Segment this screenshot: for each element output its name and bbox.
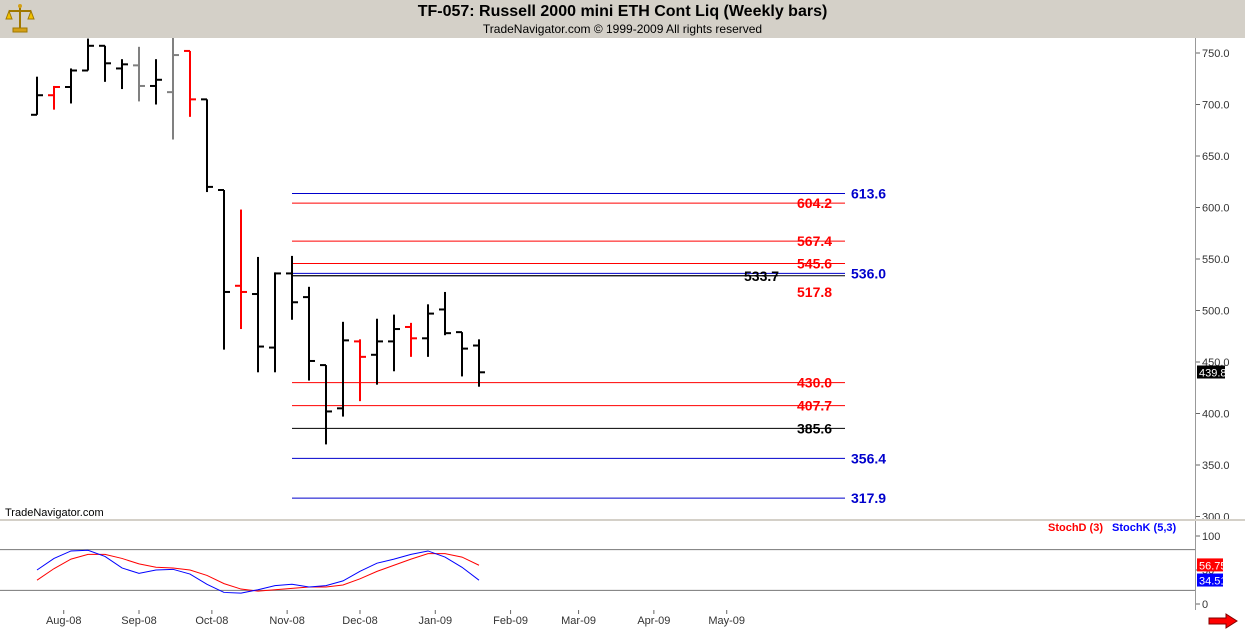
date-tick-label: Sep-08 xyxy=(121,615,156,627)
level-label: 430.0 xyxy=(797,375,832,391)
ohlc-bar xyxy=(269,272,281,373)
stochastic-chart: StochD (3) StochK (5,3) xyxy=(0,522,1195,594)
ohlc-bar xyxy=(371,318,383,385)
ohlc-bar xyxy=(201,98,213,193)
date-tick-label: Mar-09 xyxy=(561,615,596,627)
stoch-last-label: 34.51 xyxy=(1199,576,1227,588)
level-label: 604.2 xyxy=(797,195,832,211)
price-axis-ticks: 750.0700.0650.0600.0550.0500.0450.0400.0… xyxy=(1196,48,1230,520)
stochastic-panel[interactable]: StochD (3) StochK (5,3) xyxy=(0,521,1195,610)
date-tick-label: May-09 xyxy=(708,615,745,627)
date-tick-label: Aug-08 xyxy=(46,615,81,627)
price-axis[interactable]: 750.0 700.0 650.0 600.0 550.0 500.0 450.0 400.0… xyxy=(1195,38,1245,519)
ohlc-bar xyxy=(133,46,145,102)
level-label: 536.0 xyxy=(851,265,886,281)
scroll-right-arrow-icon[interactable] xyxy=(1208,613,1238,629)
level-label: 407.7 xyxy=(797,398,832,414)
ohlc-bar xyxy=(405,322,417,357)
chart-title: TF-057: Russell 2000 mini ETH Cont Liq (… xyxy=(417,3,828,20)
last-price-box xyxy=(1197,365,1225,379)
date-tick-label: Jan-09 xyxy=(418,615,452,627)
date-tick-label: Apr-09 xyxy=(637,615,670,627)
ohlc-bar xyxy=(320,364,332,445)
ohlc-bar xyxy=(456,331,468,377)
date-tick-label: Nov-08 xyxy=(269,615,304,627)
ohlc-bar xyxy=(82,38,94,72)
level-label: 613.6 xyxy=(851,185,886,201)
scales-icon xyxy=(5,4,35,33)
ohlc-bar xyxy=(473,339,485,387)
level-label: 385.6 xyxy=(797,420,832,436)
price-tick-label: 700.0 xyxy=(1202,100,1230,112)
ohlc-bar xyxy=(218,188,230,350)
level-label: 533.7 xyxy=(744,268,779,284)
ohlc-bar xyxy=(354,339,366,402)
chart-header: TF-057: Russell 2000 mini ETH Cont Liq (… xyxy=(0,0,1245,38)
price-chart: 613.6 604.2 567.4 545.6 536.0 533.7 517.8 430.0… xyxy=(31,38,886,506)
date-tick-label: Feb-09 xyxy=(493,615,528,627)
price-chart-panel[interactable]: 613.6 604.2 567.4 545.6 536.0 533.7 517.8 430.0… xyxy=(0,38,1195,519)
date-axis-ticks: Aug-08 Sep-08 Oct-08 Nov-08 Dec-08 Jan-09 Feb-… xyxy=(46,610,745,627)
price-tick-label: 400.0 xyxy=(1202,409,1230,421)
ohlc-bar xyxy=(252,256,264,373)
ohlc-bar xyxy=(286,255,298,320)
ohlc-bar xyxy=(235,209,247,330)
stoch-tick-label: 100 xyxy=(1202,531,1220,543)
price-tick-label: 500.0 xyxy=(1202,306,1230,318)
ohlc-bar xyxy=(31,76,43,116)
level-label: 317.9 xyxy=(851,490,886,506)
price-tick-label: 350.0 xyxy=(1202,460,1230,472)
stoch-last-label: 56.75 xyxy=(1199,560,1227,572)
price-tick-label: 600.0 xyxy=(1202,203,1230,215)
price-tick-label: 550.0 xyxy=(1202,254,1230,266)
chart-subtitle: TradeNavigator.com © 1999-2009 All right… xyxy=(482,22,763,36)
ohlc-bar xyxy=(388,314,400,372)
last-price-label: 439.8 xyxy=(1199,368,1227,380)
ohlc-bar xyxy=(184,49,196,117)
level-label: 517.8 xyxy=(797,284,832,300)
stoch-last-box xyxy=(1197,573,1223,587)
price-tick-label: 300.0 xyxy=(1202,512,1230,520)
stoch-tick-label: 0 xyxy=(1202,599,1208,610)
ohlc-bar xyxy=(116,59,128,90)
ohlc-bar xyxy=(48,85,60,110)
ohlc-bar xyxy=(337,321,349,417)
stoch-last-box xyxy=(1197,558,1223,572)
price-tick-label: 650.0 xyxy=(1202,151,1230,163)
level-label: 545.6 xyxy=(797,256,832,272)
date-tick-label: Oct-08 xyxy=(195,615,228,627)
stoch-legend-k: StochK (5,3) xyxy=(1112,522,1177,534)
date-tick-label: Dec-08 xyxy=(342,615,377,627)
date-axis[interactable]: Aug-08 Sep-08 Oct-08 Nov-08 Dec-08 Jan-09 Feb-… xyxy=(0,610,1245,631)
ohlc-bar xyxy=(167,38,179,140)
stoch-series-line xyxy=(36,549,480,594)
ohlc-bar xyxy=(150,59,162,105)
ohlc-bar xyxy=(65,68,77,104)
ohlc-bar xyxy=(439,291,451,336)
price-tick-label: 750.0 xyxy=(1202,48,1230,60)
level-label: 567.4 xyxy=(797,233,832,249)
level-label: 356.4 xyxy=(851,450,886,466)
ohlc-bar xyxy=(422,304,434,357)
ohlc-bar xyxy=(99,44,111,82)
stoch-legend-d: StochD (3) xyxy=(1048,522,1103,534)
stoch-series-line xyxy=(36,553,480,592)
ohlc-bar xyxy=(303,286,315,381)
watermark: TradeNavigator.com xyxy=(5,507,104,519)
